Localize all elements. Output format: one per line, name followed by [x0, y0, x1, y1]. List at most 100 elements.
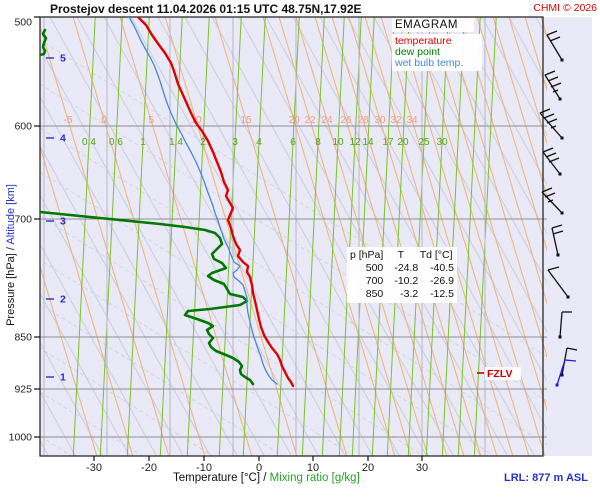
- wind-barb-staff: [541, 191, 563, 214]
- isotherm-line: [295, 17, 429, 456]
- wind-barb-staff: [551, 227, 559, 256]
- wind-barb-feather: [551, 224, 563, 229]
- temperature-tick-label: 30: [416, 462, 428, 474]
- mixing-ratio-label: 2: [200, 137, 206, 148]
- isotherm-line: [40, 144, 134, 456]
- isotherm-label: 24: [321, 115, 333, 126]
- temperature-tick-label: 20: [362, 462, 374, 474]
- temperature-curve: [136, 17, 295, 388]
- wind-barb-feather: [546, 30, 558, 36]
- mixing-ratio-line: [186, 17, 210, 456]
- legend-item-wet-bulb: wet bulb temp.: [395, 57, 464, 69]
- temperature-tick-label: 0: [256, 462, 262, 474]
- cell-t-850: -3.2: [400, 288, 419, 300]
- mixing-ratio-line: [159, 17, 183, 456]
- wind-barb-staff: [556, 359, 566, 386]
- isotherm-line: [72, 17, 206, 456]
- legend-item-temperature: temperature: [395, 35, 452, 47]
- wind-barb-feather: [544, 70, 556, 76]
- wind-barb-feather: [552, 230, 564, 235]
- mixing-ratio-label: 0.4: [82, 137, 96, 148]
- mixing-ratio-label: 25: [418, 137, 430, 148]
- legend-item-dew-point: dew point: [395, 46, 440, 58]
- dry-adiabat-line: [40, 194, 184, 456]
- dry-adiabat-line: [40, 243, 157, 456]
- mixing-ratio-line: [351, 17, 375, 456]
- mixing-ratio-label: 8: [315, 137, 321, 148]
- temperature-tick-label: 10: [307, 462, 319, 474]
- mixing-ratio-label: 4: [256, 137, 262, 148]
- wind-barb-station-dot: [566, 295, 570, 299]
- dry-adiabat-line: [481, 17, 547, 137]
- isotherm-line: [40, 24, 170, 456]
- cell-p-850: 850: [365, 288, 384, 300]
- diagram-type-label: EMAGRAM: [392, 18, 474, 32]
- gridline-layer: [40, 17, 547, 456]
- wind-barb-feather: [564, 359, 577, 362]
- wind-barb-feather: [552, 89, 559, 93]
- isotherm-label: 34: [406, 115, 418, 126]
- wind-barb-station-dot: [558, 335, 562, 339]
- cell-td-700: -26.9: [430, 275, 454, 287]
- isotherm-label: 15: [240, 115, 252, 126]
- mixing-ratio-line: [386, 17, 410, 456]
- isotherm-line: [508, 17, 547, 146]
- dry-adiabat-line: [319, 17, 547, 431]
- readings-header-row: p [hPa] T Td [°C]: [350, 249, 454, 262]
- fzlv-label: FZLV: [487, 368, 512, 380]
- wind-barb-feather: [542, 147, 554, 153]
- wind-barb-station-dot: [560, 136, 564, 140]
- pressure-tick-label: 700: [14, 214, 32, 226]
- readings-header-dewpoint: Td [°C]: [419, 249, 453, 261]
- mixing-ratio-line: [301, 17, 325, 456]
- cell-td-850: -12.5: [430, 288, 454, 300]
- isotherm-line: [40, 264, 98, 456]
- cell-p-500: 500: [365, 262, 384, 274]
- altitude-tick-label: 3: [60, 216, 66, 228]
- x-axis-title-mixing-ratio: Mixing ratio [g/kg]: [269, 472, 360, 484]
- wind-barb-station-dot: [558, 97, 562, 101]
- mixing-ratio-line: [457, 17, 481, 456]
- pressure-tick-label: 925: [14, 384, 32, 396]
- isotherm-line: [460, 17, 547, 306]
- cell-td-500: -40.5: [430, 262, 454, 274]
- wind-barb-feather: [566, 347, 578, 351]
- wind-barb-feather: [550, 82, 562, 88]
- wind-barb-feather: [543, 113, 555, 119]
- dry-adiabat-line: [40, 95, 238, 456]
- wet-bulb-curve: [128, 17, 278, 385]
- readings-table: p [hPa] T Td [°C] 500 -24.8 -40.5 700 -1…: [347, 247, 457, 303]
- wind-barb-feather: [539, 108, 551, 114]
- readings-header-temp: T: [397, 249, 404, 261]
- table-row: 850 -3.2 -12.5: [350, 288, 454, 301]
- altitude-tick-label: 1: [60, 372, 66, 384]
- wind-barb-feather: [545, 152, 557, 158]
- mixing-ratio-label: 17: [382, 137, 394, 148]
- isotherm-line: [314, 17, 448, 456]
- mixing-ratio-label: 12: [349, 137, 361, 148]
- pressure-tick-label: 1000: [9, 432, 33, 444]
- isotherm-line: [412, 17, 546, 456]
- dry-adiabat-line: [292, 17, 535, 456]
- wind-barb-staff: [559, 311, 563, 338]
- x-axis-title: Temperature [°C] / Mixing ratio [g/kg]: [173, 472, 360, 484]
- wind-barb-staff: [539, 112, 563, 139]
- pressure-tick-label: 600: [14, 121, 32, 133]
- isotherm-line: [492, 17, 547, 199]
- cell-p-700: 700: [365, 275, 384, 287]
- mixing-ratio-label: 30: [436, 137, 448, 148]
- altitude-tick-label: 4: [60, 133, 66, 145]
- mixing-ratio-label: 3: [232, 137, 238, 148]
- isotherm-label: 30: [374, 115, 386, 126]
- mixing-ratio-line: [218, 17, 242, 456]
- table-row: 500 -24.8 -40.5: [350, 262, 454, 275]
- wind-barb-feather: [546, 118, 558, 124]
- dry-adiabat-line: [400, 17, 547, 284]
- wind-barb-feather: [549, 36, 561, 42]
- wind-barb-feather: [547, 266, 560, 271]
- wind-barb-feather: [547, 199, 554, 203]
- isotherm-label: -5: [64, 115, 73, 126]
- wind-barb-feather: [544, 192, 556, 198]
- altitude-tick-label: 2: [60, 294, 66, 306]
